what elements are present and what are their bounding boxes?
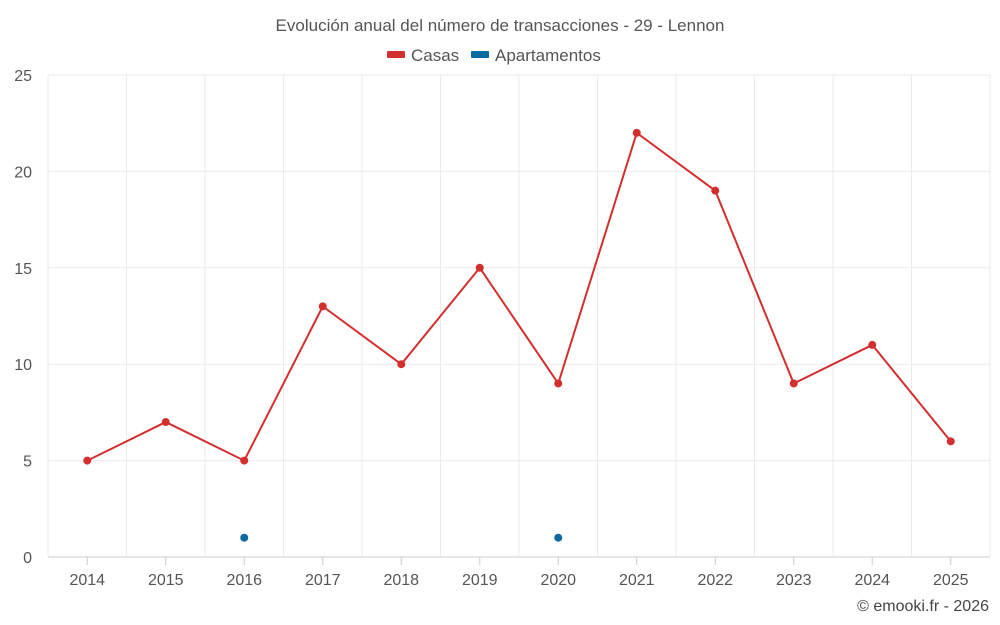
legend-swatch-casas	[387, 51, 405, 58]
data-point-casas[interactable]	[83, 456, 92, 465]
x-tick-label: 2023	[776, 572, 812, 589]
x-tick-label: 2014	[69, 572, 105, 589]
x-tick-label: 2022	[697, 572, 733, 589]
legend-item-casas[interactable]: Casas	[387, 46, 459, 65]
data-point-casas[interactable]	[789, 379, 798, 388]
chart-title: Evolución anual del número de transaccio…	[276, 16, 725, 35]
y-tick-label: 5	[23, 454, 32, 471]
data-point-casas[interactable]	[318, 302, 327, 311]
data-point-casas[interactable]	[397, 360, 406, 369]
legend[interactable]: Casas Apartamentos	[387, 46, 601, 65]
y-tick-label: 25	[14, 68, 32, 85]
gridlines	[47, 74, 991, 558]
series-line-casas	[86, 131, 952, 462]
y-axis: 0 5 10 15 20 25	[14, 68, 32, 567]
data-point-casas[interactable]	[946, 437, 955, 446]
x-tick-label: 2020	[540, 572, 576, 589]
y-tick-label: 0	[23, 550, 32, 567]
x-tick-label: 2019	[462, 572, 498, 589]
y-tick-label: 15	[14, 261, 32, 278]
y-tick-label: 10	[14, 357, 32, 374]
data-point-casas[interactable]	[711, 186, 720, 195]
legend-label-casas: Casas	[411, 46, 459, 65]
legend-item-apartamentos[interactable]: Apartamentos	[471, 46, 601, 65]
x-tick-label: 2015	[148, 572, 184, 589]
x-axis: 2014 2015 2016 2017 2018 2019 2020 2021 2022 2023…	[69, 557, 969, 589]
data-point-casas[interactable]	[554, 379, 563, 388]
data-point-casas[interactable]	[868, 340, 877, 349]
legend-swatch-apartamentos	[471, 51, 489, 58]
x-tick-label: 2024	[854, 572, 890, 589]
data-point-casas[interactable]	[632, 128, 641, 137]
x-tick-label: 2017	[305, 572, 341, 589]
x-tick-label: 2018	[383, 572, 419, 589]
series	[83, 128, 955, 542]
x-tick-label: 2025	[933, 572, 969, 589]
x-tick-label: 2021	[619, 572, 655, 589]
x-tick-label: 2016	[226, 572, 262, 589]
data-point-apartamentos[interactable]	[240, 533, 249, 542]
legend-label-apartamentos: Apartamentos	[495, 46, 601, 65]
data-point-casas[interactable]	[475, 263, 484, 272]
y-tick-label: 20	[14, 164, 32, 181]
credit: © emooki.fr - 2026	[857, 598, 989, 615]
data-point-casas[interactable]	[240, 456, 249, 465]
data-point-apartamentos[interactable]	[554, 533, 563, 542]
data-point-casas[interactable]	[161, 418, 170, 427]
